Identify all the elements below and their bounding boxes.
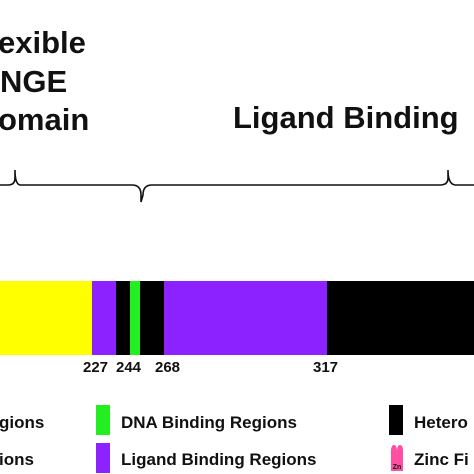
segment-hetero-2	[140, 281, 164, 355]
position-label: 227	[83, 359, 109, 376]
segment-ligand-region-2	[164, 281, 327, 355]
legend-label-partial-2: ions	[0, 450, 34, 469]
domain-brace	[0, 169, 474, 203]
hinge-domain-label-line3: omain	[0, 102, 90, 137]
legend-swatch-hetero	[389, 405, 403, 435]
segment-hetero-3	[327, 281, 474, 355]
zinc-finger-icon: Zn	[391, 445, 403, 471]
legend-label-partial: gions	[0, 413, 45, 432]
legend-label-hetero: Hetero	[414, 413, 468, 432]
legend-label-zinc: Zinc Fi	[414, 450, 469, 469]
position-label: 244	[116, 359, 142, 376]
position-label: 268	[155, 359, 181, 376]
hinge-domain-label-line1: exible	[0, 25, 86, 60]
zinc-symbol: Zn	[393, 464, 402, 471]
segment-dna	[130, 281, 140, 355]
protein-bar	[0, 281, 474, 355]
segment-hetero-1	[116, 281, 130, 355]
ligand-domain-label: Ligand Binding	[233, 100, 459, 135]
position-label: 317	[313, 359, 339, 376]
legend-label-dna: DNA Binding Regions	[121, 413, 297, 432]
legend-swatch-dna	[96, 405, 110, 435]
segment-ligand-region-1	[92, 281, 116, 355]
legend-label-ligand: Ligand Binding Regions	[121, 450, 317, 469]
segment-hinge	[0, 281, 92, 355]
hinge-domain-label-line2: NGE	[0, 64, 68, 99]
legend-swatch-ligand	[96, 443, 110, 473]
